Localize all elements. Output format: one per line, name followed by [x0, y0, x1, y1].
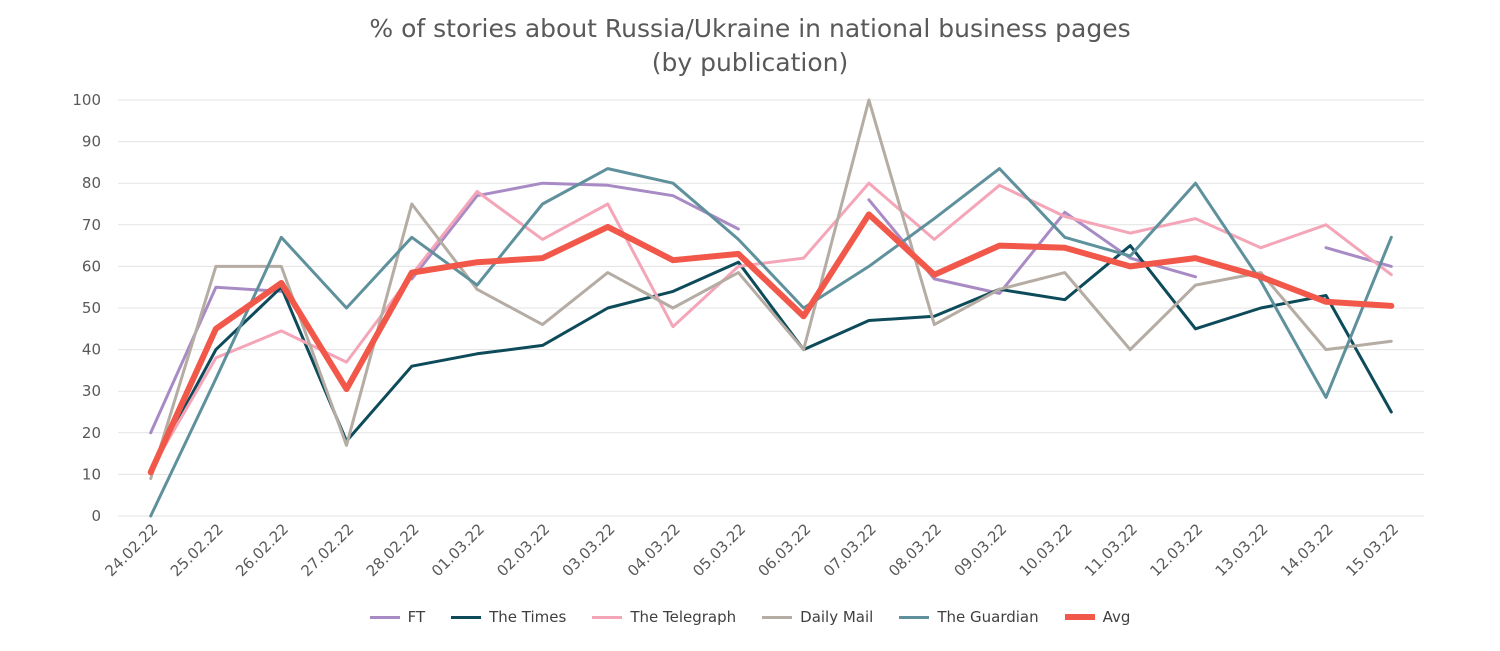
legend-item: The Guardian	[899, 608, 1039, 626]
legend-swatch	[762, 615, 793, 619]
y-tick-label: 50	[82, 299, 101, 317]
y-tick-label: 70	[82, 216, 101, 234]
series-line-ft	[149, 285, 283, 435]
x-tick-label: 07.03.22	[820, 520, 880, 580]
x-tick-label: 24.02.22	[102, 520, 162, 580]
x-tick-label: 02.03.22	[493, 520, 553, 580]
x-tick-label: 14.03.22	[1277, 520, 1337, 580]
legend-label: FT	[407, 608, 426, 626]
x-tick-label: 12.03.22	[1146, 520, 1206, 580]
x-tick-label: 15.03.22	[1342, 520, 1402, 580]
x-tick-label: 11.03.22	[1081, 520, 1141, 580]
y-tick-label: 40	[82, 341, 101, 359]
legend-item: FT	[369, 608, 426, 626]
x-tick-label: 13.03.22	[1212, 520, 1272, 580]
x-tick-label: 10.03.22	[1016, 520, 1076, 580]
x-tick-label: 01.03.22	[428, 520, 488, 580]
chart-title-block: % of stories about Russia/Ukraine in nat…	[0, 12, 1500, 80]
x-tick-label: 03.03.22	[559, 520, 619, 580]
legend-label: Daily Mail	[800, 608, 874, 626]
series-line-ft	[410, 181, 740, 281]
chart-title: % of stories about Russia/Ukraine in nat…	[369, 14, 1131, 43]
x-tick-label: 25.02.22	[167, 520, 227, 580]
y-tick-label: 80	[82, 174, 101, 192]
legend-item: The Telegraph	[592, 608, 736, 626]
series-line-the-telegraph	[149, 181, 1393, 472]
y-tick-label: 30	[82, 382, 101, 400]
legend-swatch	[369, 615, 400, 619]
legend-item: Daily Mail	[762, 608, 873, 626]
series-line-the-times	[149, 244, 1393, 472]
x-tick-label: 09.03.22	[950, 520, 1010, 580]
legend-swatch	[1064, 614, 1095, 620]
chart-legend: FT The Times The Telegraph Daily Mail The Gu…	[0, 608, 1500, 626]
x-tick-label: 08.03.22	[885, 520, 945, 580]
x-tick-label: 26.02.22	[232, 520, 292, 580]
y-tick-label: 10	[82, 465, 101, 483]
legend-item: The Times	[451, 608, 566, 626]
x-tick-label: 28.02.22	[363, 520, 423, 580]
y-tick-label: 100	[72, 91, 101, 109]
legend-swatch	[899, 615, 930, 619]
y-tick-label: 20	[82, 424, 101, 442]
legend-swatch	[451, 615, 482, 619]
y-tick-label: 60	[82, 257, 101, 275]
series-line-avg	[147, 211, 1395, 476]
series-line-daily-mail	[149, 98, 1393, 481]
legend-label: Avg	[1102, 608, 1131, 626]
legend-swatch	[592, 615, 623, 619]
series-line-the-guardian	[149, 167, 1393, 518]
legend-label: The Times	[489, 608, 567, 626]
legend-label: The Guardian	[937, 608, 1039, 626]
x-tick-label: 27.02.22	[297, 520, 357, 580]
y-tick-label: 0	[91, 507, 101, 525]
x-tick-label: 06.03.22	[755, 520, 815, 580]
chart-subtitle: (by publication)	[651, 48, 849, 77]
x-tick-label: 04.03.22	[624, 520, 684, 580]
y-tick-label: 90	[82, 133, 101, 151]
legend-label: The Telegraph	[630, 608, 737, 626]
x-tick-label: 05.03.22	[689, 520, 749, 580]
legend-item: Avg	[1064, 608, 1131, 626]
